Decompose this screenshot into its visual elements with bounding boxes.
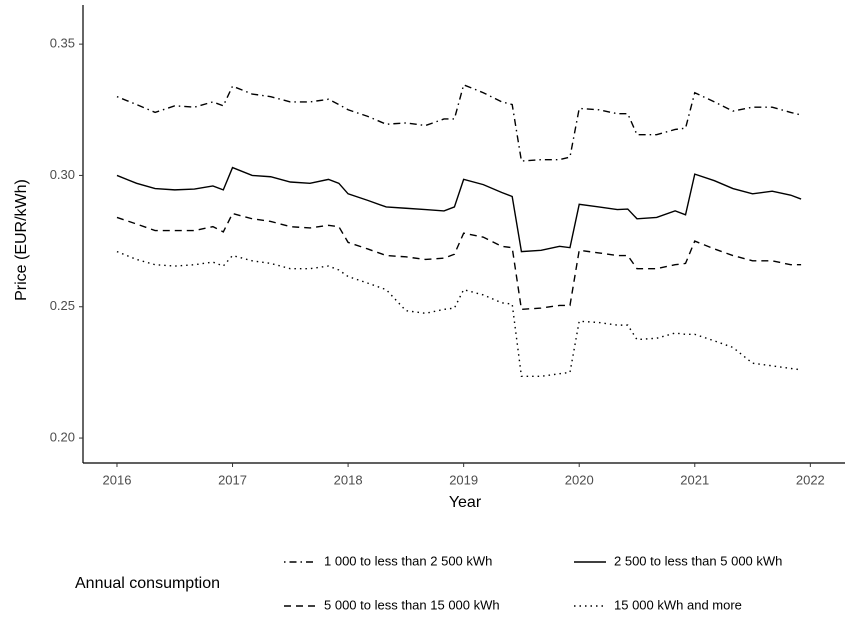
x-axis-title: Year	[449, 494, 482, 511]
x-tick-label: 2016	[103, 472, 132, 487]
x-tick-label: 2022	[796, 472, 825, 487]
x-tick-label: 2021	[680, 472, 709, 487]
x-tick-label: 2020	[565, 472, 594, 487]
series-line	[116, 212, 802, 311]
legend-label: 1 000 to less than 2 500 kWh	[324, 553, 492, 568]
x-tick-label: 2018	[334, 472, 363, 487]
legend-label: 2 500 to less than 5 000 kWh	[614, 553, 782, 568]
series-line	[116, 250, 802, 378]
x-tick-label: 2019	[449, 472, 478, 487]
legend-label: 5 000 to less than 15 000 kWh	[324, 597, 500, 612]
y-tick-label: 0.35	[50, 36, 75, 51]
legend-label: 15 000 kWh and more	[614, 597, 742, 612]
legend-title: Annual consumption	[75, 575, 220, 592]
x-tick-label: 2017	[218, 472, 247, 487]
y-axis-title: Price (EUR/kWh)	[13, 179, 30, 301]
series-line	[116, 83, 802, 162]
y-tick-label: 0.25	[50, 298, 75, 313]
series-line	[116, 166, 802, 253]
y-tick-label: 0.30	[50, 167, 75, 182]
y-tick-label: 0.20	[50, 429, 75, 444]
